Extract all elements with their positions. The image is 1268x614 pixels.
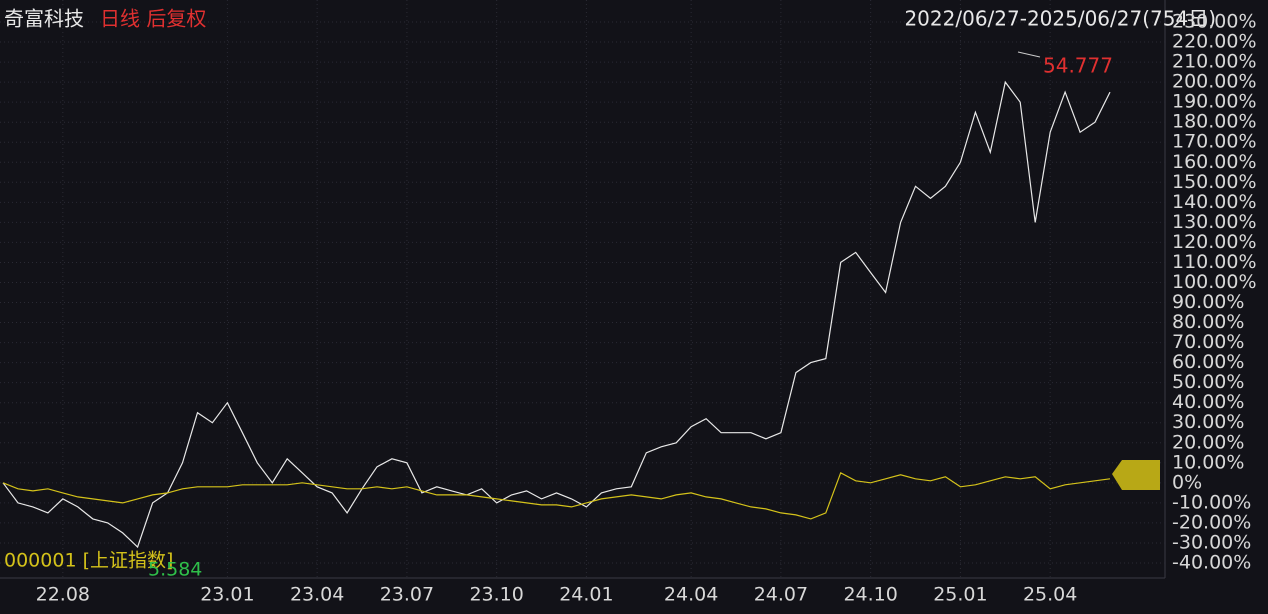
legend-entry: 000001 [上证指数]	[4, 550, 173, 572]
y-tick-label: 170.00%	[1172, 131, 1257, 153]
y-tick-label: 80.00%	[1172, 311, 1244, 333]
series-line	[2, 80, 1111, 549]
y-tick-label: 70.00%	[1172, 331, 1244, 353]
y-tick-label: 130.00%	[1172, 211, 1257, 233]
x-tick-label: 24.04	[664, 584, 718, 606]
y-tick-label: -20.00%	[1172, 511, 1251, 533]
min-annotation: 5.584	[148, 559, 202, 581]
x-tick-label: 23.04	[290, 584, 344, 606]
y-tick-label: 230.00%	[1172, 11, 1257, 33]
y-tick-label: -40.00%	[1172, 551, 1251, 573]
y-tick-label: 140.00%	[1172, 191, 1257, 213]
y-tick-label: 50.00%	[1172, 371, 1244, 393]
y-tick-label: 120.00%	[1172, 231, 1257, 253]
y-tick-label: -10.00%	[1172, 491, 1251, 513]
chart-title: 奇富科技	[4, 7, 84, 31]
y-tick-label: 60.00%	[1172, 351, 1244, 373]
x-tick-label: 23.07	[380, 584, 434, 606]
x-tick-label: 25.04	[1023, 584, 1077, 606]
price-tag	[1112, 460, 1160, 490]
y-tick-label: 160.00%	[1172, 151, 1257, 173]
x-tick-label: 23.10	[469, 584, 523, 606]
y-tick-label: 0%	[1172, 471, 1202, 493]
x-tick-label: 25.01	[933, 584, 987, 606]
y-tick-label: -30.00%	[1172, 531, 1251, 553]
y-tick-label: 150.00%	[1172, 171, 1257, 193]
y-tick-label: 40.00%	[1172, 391, 1244, 413]
y-tick-label: 10.00%	[1172, 451, 1244, 473]
y-tick-label: 220.00%	[1172, 31, 1257, 53]
y-tick-label: 190.00%	[1172, 91, 1257, 113]
y-tick-label: 200.00%	[1172, 71, 1257, 93]
annotation-arrow	[1017, 51, 1041, 58]
x-tick-label: 23.01	[200, 584, 254, 606]
date-range: 2022/06/27-2025/06/27(754日)	[904, 7, 1216, 31]
x-tick-label: 24.01	[559, 584, 613, 606]
x-tick-label: 24.07	[754, 584, 808, 606]
y-tick-label: 110.00%	[1172, 251, 1257, 273]
y-tick-label: 90.00%	[1172, 291, 1244, 313]
chart-subtitle: 日线 后复权	[100, 7, 206, 31]
max-annotation: 54.777	[1043, 54, 1113, 78]
y-tick-label: 20.00%	[1172, 431, 1244, 453]
y-tick-label: 180.00%	[1172, 111, 1257, 133]
x-tick-label: 24.10	[843, 584, 897, 606]
y-tick-label: 210.00%	[1172, 51, 1257, 73]
x-tick-label: 22.08	[36, 584, 90, 606]
y-tick-label: 30.00%	[1172, 411, 1244, 433]
y-tick-label: 100.00%	[1172, 271, 1257, 293]
series-line	[2, 471, 1111, 520]
